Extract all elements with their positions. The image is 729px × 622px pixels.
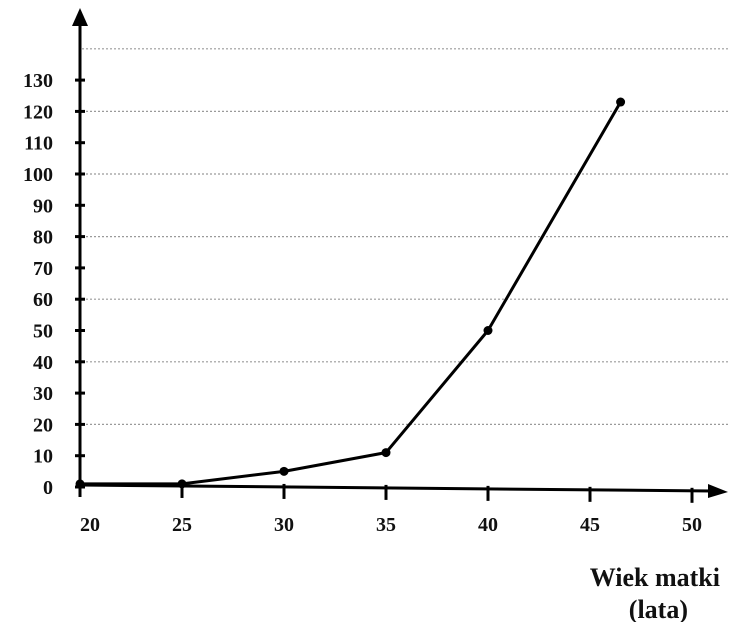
data-point: [177, 479, 187, 489]
y-tick-label: 70: [33, 258, 53, 280]
y-tick-label: 50: [33, 321, 53, 343]
x-axis: [79, 483, 713, 493]
y-tick-label: 40: [33, 352, 53, 374]
y-tick-label: 120: [23, 101, 53, 123]
y-tick-label: 80: [33, 227, 53, 249]
x-ticks: 20 25 30 35 40 45 50: [78, 482, 702, 536]
y-tick-label: 110: [24, 133, 53, 155]
y-tick-label: 30: [33, 383, 53, 405]
y-tick-label: 0: [43, 477, 53, 499]
x-axis-arrow-icon: [708, 484, 728, 498]
y-tick-label: 100: [23, 164, 53, 186]
data-point: [279, 466, 289, 476]
data-point: [75, 479, 85, 489]
x-tick-label: 35: [376, 514, 396, 536]
y-tick-label: 20: [33, 414, 53, 436]
y-axis-arrow-icon: [72, 8, 88, 26]
x-tick-label: 40: [478, 514, 498, 536]
y-tick-label: 90: [33, 195, 53, 217]
gridlines: [82, 48, 729, 425]
x-tick-label: 25: [172, 514, 192, 536]
x-axis-title-line1: Wiek matki: [590, 563, 720, 592]
x-tick-label: 50: [682, 514, 702, 536]
x-tick-label: 30: [274, 514, 294, 536]
data-point: [381, 448, 391, 458]
data-point: [616, 97, 626, 107]
y-tick-label: 60: [33, 289, 53, 311]
x-axis-title-line2: (lata): [629, 595, 688, 622]
y-tick-label: 10: [33, 446, 53, 468]
series: [75, 97, 626, 489]
y-tick-label: 130: [23, 70, 53, 92]
x-tick-label: 45: [580, 514, 600, 536]
y-ticks: 0 10 20 30 40 50 60 70 80 90 100 110 120 130: [23, 70, 85, 499]
series-line: [80, 101, 622, 486]
x-tick-label: 20: [80, 514, 100, 536]
data-point: [483, 326, 493, 335]
